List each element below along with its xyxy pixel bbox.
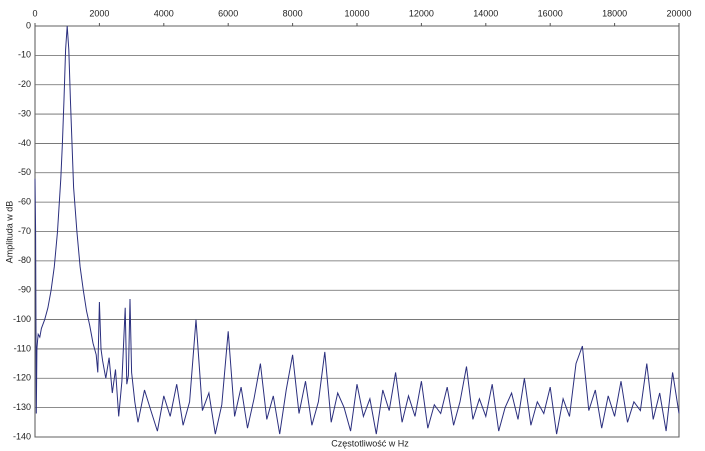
y-tick-label: -80 [18, 255, 31, 265]
x-tick-label: 18000 [602, 8, 627, 18]
x-tick-label: 6000 [218, 8, 238, 18]
y-axis-title: Amplituda w dB [4, 201, 14, 264]
y-tick-label: -50 [18, 167, 31, 177]
x-tick-label: 14000 [473, 8, 498, 18]
spectrum-line [34, 25, 680, 435]
x-tick-label: 4000 [154, 8, 174, 18]
y-tick-label: -30 [18, 108, 31, 118]
x-tick-label: 0 [32, 8, 37, 18]
y-tick-label: -140 [13, 431, 31, 441]
x-tick-label: 12000 [409, 8, 434, 18]
y-tick-label: -100 [13, 314, 31, 324]
x-axis-title: Częstotliwość w Hz [331, 438, 409, 448]
y-tick-label: -40 [18, 138, 31, 148]
y-tick-label: -60 [18, 197, 31, 207]
x-tick-label: 20000 [666, 8, 691, 18]
y-tick-label: 0 [26, 20, 31, 30]
y-tick-label: -10 [18, 50, 31, 60]
y-tick-label: -70 [18, 226, 31, 236]
y-tick-label: -90 [18, 285, 31, 295]
x-tick-label: 2000 [89, 8, 109, 18]
x-tick-label: 10000 [344, 8, 369, 18]
x-tick-label: 8000 [283, 8, 303, 18]
y-tick-label: -120 [13, 373, 31, 383]
y-tick-label: -20 [18, 79, 31, 89]
x-tick-label: 16000 [538, 8, 563, 18]
y-tick-label: -130 [13, 402, 31, 412]
y-tick-label: -110 [14, 343, 31, 353]
